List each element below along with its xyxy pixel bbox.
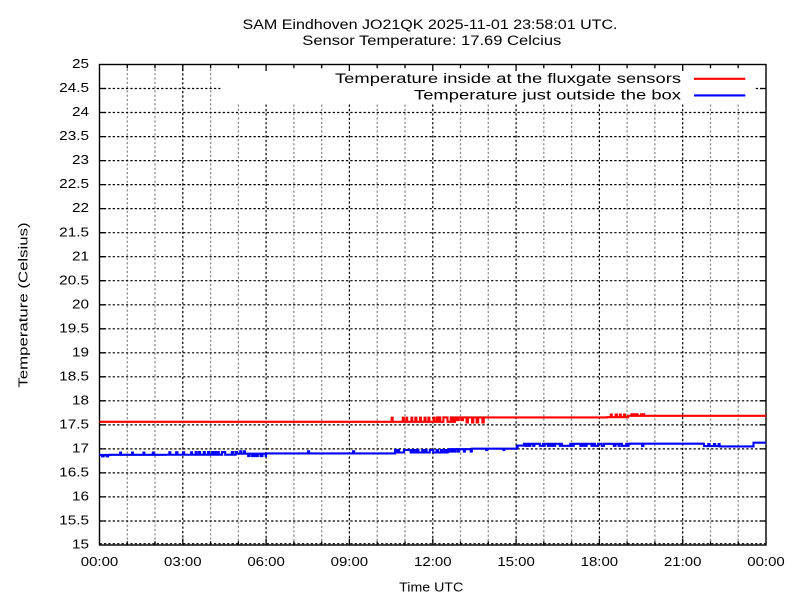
svg-text:16.5: 16.5 [59,465,89,480]
svg-text:17.5: 17.5 [59,417,89,432]
svg-text:20: 20 [72,296,89,311]
svg-text:Temperature inside at the flux: Temperature inside at the fluxgate senso… [335,71,681,86]
svg-text:21:00: 21:00 [664,554,702,569]
svg-text:23: 23 [72,152,89,167]
svg-text:20.5: 20.5 [59,272,89,287]
svg-text:12:00: 12:00 [414,554,452,569]
svg-text:16: 16 [72,489,89,504]
svg-text:22.5: 22.5 [59,176,89,191]
svg-text:00:00: 00:00 [747,554,785,569]
svg-text:18:00: 18:00 [581,554,619,569]
svg-text:00:00: 00:00 [81,554,119,569]
svg-text:Sensor Temperature: 17.69 Celc: Sensor Temperature: 17.69 Celcius [302,33,561,48]
svg-text:Temperature just outside the b: Temperature just outside the box [414,88,681,103]
svg-text:24: 24 [72,104,89,119]
svg-text:21.5: 21.5 [59,224,89,239]
svg-text:23.5: 23.5 [59,128,89,143]
svg-text:06:00: 06:00 [247,554,285,569]
svg-text:24.5: 24.5 [59,80,89,95]
svg-text:18.5: 18.5 [59,368,89,383]
svg-text:25: 25 [72,56,89,71]
svg-text:Time UTC: Time UTC [399,579,463,594]
svg-text:SAM Eindhoven JO21QK 2025-11-0: SAM Eindhoven JO21QK 2025-11-01 23:58:01… [243,17,618,32]
svg-text:22: 22 [72,200,89,215]
svg-text:18: 18 [72,392,89,407]
svg-text:15: 15 [72,537,89,552]
svg-text:19: 19 [72,344,89,359]
svg-text:15:00: 15:00 [497,554,535,569]
svg-text:17: 17 [72,441,89,456]
svg-text:19.5: 19.5 [59,320,89,335]
svg-text:03:00: 03:00 [164,554,202,569]
svg-text:09:00: 09:00 [331,554,369,569]
svg-text:15.5: 15.5 [59,513,89,528]
svg-text:21: 21 [72,248,89,263]
svg-text:Temperature (Celsius): Temperature (Celsius) [16,222,31,387]
